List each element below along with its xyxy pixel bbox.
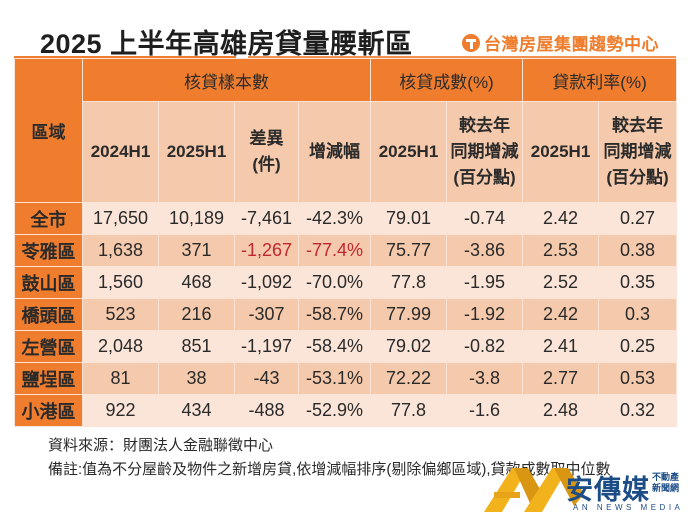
table-cell: 10,189 — [158, 202, 235, 235]
row-label: 苓雅區 — [14, 234, 83, 267]
table-cell: -7,461 — [234, 202, 299, 235]
title-divider — [14, 56, 236, 58]
column-header-region: 區域 — [14, 58, 83, 203]
table-cell: 72.22 — [370, 362, 447, 395]
column-header: 差異 (件) — [234, 101, 299, 203]
row-label: 左營區 — [14, 330, 83, 363]
table-cell: 216 — [158, 298, 235, 331]
table-cell: 371 — [158, 234, 235, 267]
brand-header: 台灣房屋集團趨勢中心 — [462, 30, 659, 55]
table-cell: 79.01 — [370, 202, 447, 235]
table-cell: -53.1% — [298, 362, 371, 395]
column-header: 2025H1 — [370, 101, 447, 203]
table-cell-highlight: -1,267 — [234, 234, 299, 267]
table-cell: 0.35 — [598, 266, 678, 299]
table-row: 苓雅區 1,638 371 -1,267 -77.4% 75.77 -3.86 … — [14, 234, 678, 267]
table-cell: -42.3% — [298, 202, 371, 235]
group-header-loan-ratio: 核貸成數(%) — [369, 58, 524, 102]
table-cell: -1.95 — [445, 266, 524, 299]
table-cell: 1,638 — [82, 234, 159, 267]
table-cell: 2.41 — [522, 330, 600, 363]
table-cell: 77.8 — [370, 266, 447, 299]
table-row: 左營區 2,048 851 -1,197 -58.4% 79.02 -0.82 … — [14, 330, 678, 363]
table-cell: 434 — [158, 394, 235, 427]
table-cell-highlight: -77.4% — [298, 234, 371, 267]
table-cell: 75.77 — [370, 234, 447, 267]
table-cell: -1.92 — [445, 298, 524, 331]
table-cell: -1.6 — [445, 394, 524, 427]
table-cell: -1,092 — [234, 266, 299, 299]
table-cell: -307 — [234, 298, 299, 331]
table-cell: 2.42 — [522, 202, 600, 235]
column-header: 2025H1 — [522, 101, 600, 203]
table-cell: -0.74 — [445, 202, 524, 235]
row-label: 全市 — [14, 202, 83, 235]
table-cell: 0.53 — [598, 362, 678, 395]
table-cell: 523 — [82, 298, 159, 331]
column-header: 2024H1 — [82, 101, 159, 203]
table-row: 橋頭區 523 216 -307 -58.7% 77.99 -1.92 2.42… — [14, 298, 678, 331]
table-cell: -58.7% — [298, 298, 371, 331]
table-cell: -1,197 — [234, 330, 299, 363]
table-cell: -58.4% — [298, 330, 371, 363]
table-cell: 2.48 — [522, 394, 600, 427]
table-cell: 468 — [158, 266, 235, 299]
table-cell: 38 — [158, 362, 235, 395]
page-title: 2025 上半年高雄房貸量腰斬區 — [40, 29, 413, 59]
table-cell: 0.3 — [598, 298, 678, 331]
table-row: 小港區 922 434 -488 -52.9% 77.8 -1.6 2.48 0… — [14, 394, 678, 427]
data-source-note: 資料來源：財團法人金融聯徵中心 — [48, 437, 274, 454]
brand-name: 台灣房屋集團趨勢中心 — [484, 35, 659, 54]
mortgage-table: 區域 核貸樣本數 核貸成數(%) 貸款利率(%) 2024H1 2025H1 差… — [14, 58, 678, 427]
column-header: 較去年 同期增減 (百分點) — [598, 101, 678, 203]
table-cell: 79.02 — [370, 330, 447, 363]
table-cell: 2.53 — [522, 234, 600, 267]
table-cell: -70.0% — [298, 266, 371, 299]
table-cell: -43 — [234, 362, 299, 395]
table-cell: 2.52 — [522, 266, 600, 299]
row-label: 鼓山區 — [14, 266, 83, 299]
title-divider — [248, 56, 676, 58]
table-cell: 77.8 — [370, 394, 447, 427]
table-cell: 2,048 — [82, 330, 159, 363]
table-cell: 0.25 — [598, 330, 678, 363]
table-cell: -488 — [234, 394, 299, 427]
table-cell: 0.32 — [598, 394, 678, 427]
table-cell: 2.77 — [522, 362, 600, 395]
table-cell: 922 — [82, 394, 159, 427]
table-cell: -3.86 — [445, 234, 524, 267]
row-label: 橋頭區 — [14, 298, 83, 331]
table-cell: 2.42 — [522, 298, 600, 331]
watermark-tagline: 不動產 新聞網 — [652, 472, 680, 493]
watermark-name-en: AN NEWS MEDIA — [573, 503, 684, 512]
table-cell: 0.27 — [598, 202, 678, 235]
table-cell: 17,650 — [82, 202, 159, 235]
group-header-interest-rate: 貸款利率(%) — [522, 58, 678, 102]
table-cell: 851 — [158, 330, 235, 363]
row-label: 鹽埕區 — [14, 362, 83, 395]
table-row: 鹽埕區 81 38 -43 -53.1% 72.22 -3.8 2.77 0.5… — [14, 362, 678, 395]
column-header: 增減幅 — [298, 101, 371, 203]
row-label: 小港區 — [14, 394, 83, 427]
table-cell: -3.8 — [445, 362, 524, 395]
table-row: 全市 17,650 10,189 -7,461 -42.3% 79.01 -0.… — [14, 202, 678, 235]
table-cell: -52.9% — [298, 394, 371, 427]
column-header: 2025H1 — [158, 101, 235, 203]
table-cell: 81 — [82, 362, 159, 395]
table-cell: 0.38 — [598, 234, 678, 267]
an-news-media-logo-icon — [484, 468, 584, 512]
table-row: 鼓山區 1,560 468 -1,092 -70.0% 77.8 -1.95 2… — [14, 266, 678, 299]
remarks-note: 備註:值為不分屋齡及物件之新增房貸,依增減幅排序(剔除偏鄉區域),貸款成數取中位… — [48, 461, 611, 478]
column-header: 較去年 同期增減 (百分點) — [445, 101, 524, 203]
table-cell: 77.99 — [370, 298, 447, 331]
group-header-sample-count: 核貸樣本數 — [82, 58, 371, 102]
table-cell: 1,560 — [82, 266, 159, 299]
taiwan-realty-logo-icon — [462, 33, 480, 52]
watermark-name-cn: 安傳媒 — [566, 475, 650, 505]
table-cell: -0.82 — [445, 330, 524, 363]
